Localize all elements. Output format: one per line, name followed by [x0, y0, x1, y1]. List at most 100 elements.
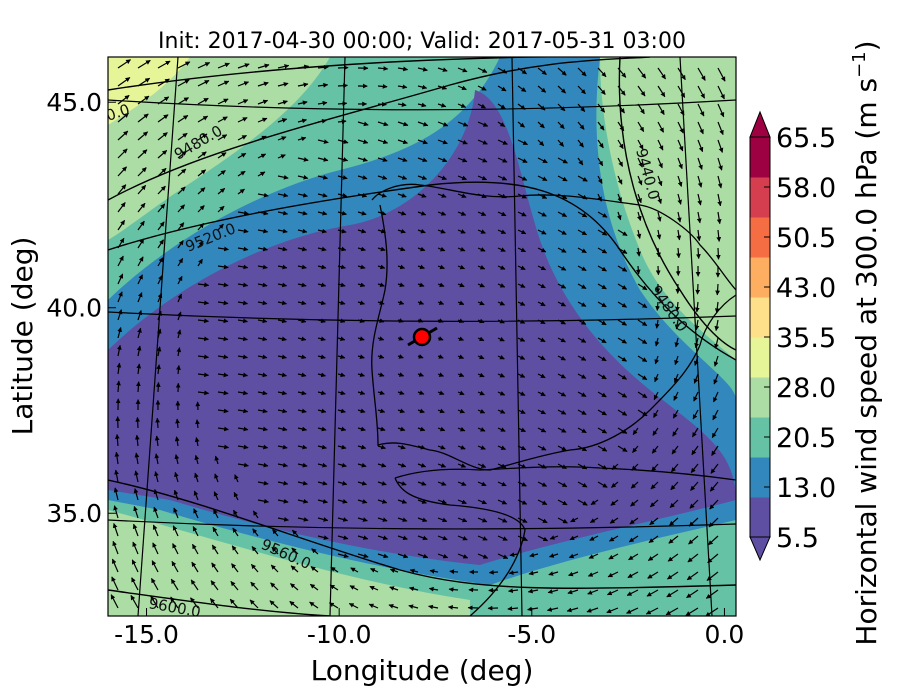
wind-arrow	[437, 300, 445, 305]
wind-arrow	[297, 118, 307, 124]
wind-arrow	[577, 355, 587, 361]
wind-arrow	[277, 228, 288, 234]
wind-arrow	[477, 229, 486, 234]
wind-arrow	[137, 185, 147, 195]
wind-arrow	[377, 300, 385, 305]
wind-arrow	[417, 228, 426, 234]
colorbar-tick-label: 43.0	[776, 273, 836, 304]
wind-arrow	[257, 300, 268, 306]
contour-9600	[108, 589, 331, 616]
wind-arrow	[232, 527, 239, 537]
wind-arrow	[297, 157, 309, 162]
wind-arrow	[197, 258, 203, 267]
wind-arrow	[577, 409, 587, 416]
wind-arrow	[630, 499, 639, 507]
wind-arrow	[597, 121, 605, 131]
wind-arrow	[428, 586, 439, 592]
wind-arrow	[457, 175, 467, 181]
wind-arrow	[277, 264, 288, 270]
y-tick-label: 35.0	[46, 499, 102, 528]
wind-arrow	[177, 257, 184, 267]
wind-arrow	[557, 427, 567, 433]
wind-arrow	[297, 82, 309, 88]
wind-arrow	[237, 246, 249, 252]
wind-arrow	[457, 282, 465, 288]
wind-arrow	[557, 283, 567, 289]
wind-arrow	[655, 301, 661, 311]
wind-arrow	[377, 264, 386, 270]
wind-arrow	[647, 571, 659, 579]
graticule-lat-35	[108, 519, 736, 530]
wind-arrow	[517, 337, 526, 342]
wind-arrow	[417, 246, 426, 252]
wind-arrow	[154, 453, 160, 465]
contour-label-0: 0.0	[104, 100, 132, 124]
wind-arrow	[217, 264, 229, 270]
wind-arrow	[212, 526, 219, 537]
wind-arrow	[517, 373, 526, 378]
wind-arrow	[597, 265, 607, 272]
wind-arrow	[297, 336, 307, 342]
wind-arrow	[509, 552, 519, 558]
colorbar-bin	[750, 217, 770, 258]
wind-arrow	[177, 61, 191, 69]
wind-arrow	[357, 282, 366, 288]
wind-arrow	[229, 598, 239, 609]
wind-arrow	[497, 535, 508, 541]
wind-arrow	[137, 59, 151, 69]
wind-arrow	[194, 472, 199, 483]
wind-arrow	[537, 103, 546, 111]
wind-arrow	[317, 82, 329, 88]
wind-arrow	[693, 373, 699, 384]
wind-arrow	[636, 211, 642, 222]
wind-arrow	[131, 577, 139, 591]
wind-arrow	[317, 426, 327, 432]
wind-arrow	[457, 481, 467, 486]
wind-arrow	[437, 535, 448, 541]
wind-arrow	[137, 113, 149, 123]
wind-arrow	[577, 121, 585, 130]
contour-9480-nw	[108, 57, 651, 201]
wind-arrow	[177, 97, 189, 105]
wind-arrow	[117, 273, 124, 285]
wind-arrow	[172, 525, 179, 537]
location-marker	[407, 326, 438, 347]
colorbar-bin	[750, 177, 770, 218]
wind-vector-field	[110, 59, 726, 616]
wind-arrow	[237, 63, 250, 69]
wind-arrow	[691, 427, 699, 438]
wind-arrow	[197, 205, 205, 213]
wind-arrow	[497, 139, 508, 145]
colorbar-bin	[750, 337, 770, 378]
wind-arrow	[337, 228, 347, 234]
wind-arrow	[597, 283, 607, 290]
wind-arrow	[289, 600, 299, 609]
wind-arrow	[717, 157, 723, 171]
wind-arrow	[497, 391, 506, 396]
wind-arrow	[297, 444, 308, 450]
wind-arrow	[497, 372, 505, 378]
wind-arrow	[197, 300, 210, 306]
wind-arrow	[197, 354, 209, 360]
wind-arrow	[577, 247, 587, 254]
wind-arrow	[110, 594, 119, 609]
wind-arrow	[317, 372, 326, 378]
wind-arrow	[677, 85, 686, 98]
plot-frame	[107, 56, 737, 617]
wind-arrow	[437, 246, 446, 252]
colorbar-tick-label: 13.0	[776, 473, 836, 504]
wind-arrow	[193, 490, 199, 501]
wind-arrow	[237, 372, 248, 378]
wind-arrow	[688, 535, 699, 545]
wind-arrow	[417, 553, 429, 559]
wind-arrow	[135, 416, 141, 429]
wind-arrow	[690, 481, 699, 491]
wind-arrow	[417, 426, 426, 432]
wind-arrow	[271, 546, 279, 555]
wind-arrow	[133, 505, 139, 519]
wind-arrow	[437, 444, 446, 450]
wind-arrow	[134, 470, 139, 483]
wind-arrow	[617, 301, 627, 308]
x-tick-label: -5.0	[507, 620, 556, 649]
